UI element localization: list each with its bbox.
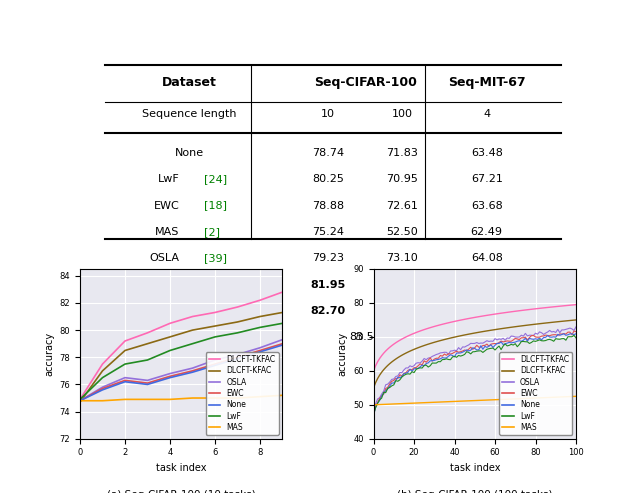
Text: (a) Seq-CIFAR-100 (10 tasks): (a) Seq-CIFAR-100 (10 tasks) <box>107 490 255 493</box>
Text: MAS: MAS <box>155 227 179 237</box>
Text: 63.68: 63.68 <box>471 201 502 211</box>
Text: [24]: [24] <box>204 174 227 184</box>
X-axis label: task index: task index <box>449 463 500 473</box>
Text: 83.57: 83.57 <box>349 332 381 342</box>
Text: LwF: LwF <box>157 174 179 184</box>
Text: 80.07: 80.07 <box>385 306 420 316</box>
Text: None: None <box>175 148 204 158</box>
Text: DLCFT$^\dagger$(Ours): DLCFT$^\dagger$(Ours) <box>145 276 233 294</box>
Text: 73.10: 73.10 <box>387 253 419 263</box>
Text: 10: 10 <box>321 109 335 119</box>
Text: 78.88: 78.88 <box>312 201 344 211</box>
Text: 75.24: 75.24 <box>312 227 344 237</box>
Text: OSLA: OSLA <box>149 253 179 263</box>
Text: 71.83: 71.83 <box>387 148 419 158</box>
Text: Seq-MIT-67: Seq-MIT-67 <box>448 76 525 89</box>
Text: Dataset: Dataset <box>162 76 216 89</box>
Text: [2]: [2] <box>204 227 220 237</box>
Text: 75.92: 75.92 <box>385 280 420 290</box>
Text: 72.61: 72.61 <box>387 201 419 211</box>
Text: 79.23: 79.23 <box>312 253 344 263</box>
Text: [18]: [18] <box>204 201 227 211</box>
Text: Sequence length: Sequence length <box>142 109 236 119</box>
Legend: DLCFT-TKFAC, DLCFT-KFAC, OSLA, EWC, None, LwF, MAS: DLCFT-TKFAC, DLCFT-KFAC, OSLA, EWC, None… <box>206 352 278 435</box>
Text: 4: 4 <box>483 109 490 119</box>
Y-axis label: accuracy: accuracy <box>44 332 54 376</box>
X-axis label: task index: task index <box>156 463 207 473</box>
Text: 63.48: 63.48 <box>471 148 502 158</box>
Text: 64.08: 64.08 <box>471 253 502 263</box>
Text: DLCFT$^\ddagger$(Ours): DLCFT$^\ddagger$(Ours) <box>145 302 233 320</box>
Text: EWC: EWC <box>154 201 179 211</box>
Text: 52.50: 52.50 <box>387 227 419 237</box>
Text: 70.52: 70.52 <box>469 306 504 316</box>
Text: 70.95: 70.95 <box>387 174 419 184</box>
Legend: DLCFT-TKFAC, DLCFT-KFAC, OSLA, EWC, None, LwF, MAS: DLCFT-TKFAC, DLCFT-KFAC, OSLA, EWC, None… <box>499 352 572 435</box>
Text: 67.21: 67.21 <box>471 174 502 184</box>
Text: Joint: Joint <box>177 332 202 342</box>
Text: Seq-CIFAR-100: Seq-CIFAR-100 <box>314 76 417 89</box>
Text: 81.95: 81.95 <box>310 280 346 290</box>
Text: 80.25: 80.25 <box>312 174 344 184</box>
Y-axis label: accuracy: accuracy <box>338 332 348 376</box>
Text: 100: 100 <box>392 109 413 119</box>
Text: 82.70: 82.70 <box>310 306 346 316</box>
Text: (b) Seq-CIFAR-100 (100 tasks): (b) Seq-CIFAR-100 (100 tasks) <box>397 490 552 493</box>
Text: 78.74: 78.74 <box>312 148 344 158</box>
Text: [39]: [39] <box>204 253 227 263</box>
Text: 70.55: 70.55 <box>469 280 504 290</box>
Text: 74.40: 74.40 <box>471 332 503 342</box>
Text: 62.49: 62.49 <box>471 227 503 237</box>
